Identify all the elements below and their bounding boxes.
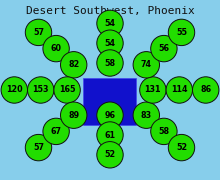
Ellipse shape — [168, 134, 195, 161]
Text: 57: 57 — [33, 28, 44, 37]
Text: 58: 58 — [158, 127, 169, 136]
Ellipse shape — [61, 52, 87, 78]
Text: 86: 86 — [200, 86, 211, 94]
Ellipse shape — [1, 77, 28, 103]
Text: 67: 67 — [51, 127, 62, 136]
Ellipse shape — [97, 122, 123, 148]
Text: Desert Southwest, Phoenix: Desert Southwest, Phoenix — [26, 6, 194, 16]
Text: 54: 54 — [104, 19, 116, 28]
Ellipse shape — [43, 35, 69, 62]
Ellipse shape — [54, 77, 80, 103]
Text: 55: 55 — [176, 28, 187, 37]
Ellipse shape — [61, 102, 87, 128]
Text: 61: 61 — [104, 130, 116, 140]
Ellipse shape — [25, 19, 52, 46]
Text: 56: 56 — [158, 44, 169, 53]
Text: 60: 60 — [51, 44, 62, 53]
Ellipse shape — [97, 142, 123, 168]
Text: 54: 54 — [104, 39, 116, 48]
Ellipse shape — [97, 50, 123, 76]
Bar — [82, 78, 136, 125]
Text: 165: 165 — [59, 86, 75, 94]
Text: 120: 120 — [6, 86, 23, 94]
Ellipse shape — [25, 134, 52, 161]
Text: 52: 52 — [104, 150, 116, 159]
Text: 82: 82 — [68, 60, 79, 69]
Ellipse shape — [133, 52, 160, 78]
Ellipse shape — [43, 118, 69, 145]
Ellipse shape — [97, 102, 123, 128]
Ellipse shape — [140, 77, 166, 103]
Text: 114: 114 — [171, 86, 187, 94]
Text: 57: 57 — [33, 143, 44, 152]
Text: 153: 153 — [33, 86, 49, 94]
Ellipse shape — [28, 77, 54, 103]
Ellipse shape — [97, 10, 123, 37]
Text: 89: 89 — [68, 111, 79, 120]
Text: 96: 96 — [104, 111, 116, 120]
Text: 58: 58 — [104, 58, 116, 68]
Ellipse shape — [151, 118, 177, 145]
Ellipse shape — [133, 102, 160, 128]
Ellipse shape — [168, 19, 195, 46]
Text: 52: 52 — [176, 143, 187, 152]
Ellipse shape — [192, 77, 219, 103]
Ellipse shape — [97, 30, 123, 56]
Text: 83: 83 — [141, 111, 152, 120]
Text: 74: 74 — [141, 60, 152, 69]
Ellipse shape — [151, 35, 177, 62]
Ellipse shape — [166, 77, 192, 103]
Text: 131: 131 — [145, 86, 161, 94]
